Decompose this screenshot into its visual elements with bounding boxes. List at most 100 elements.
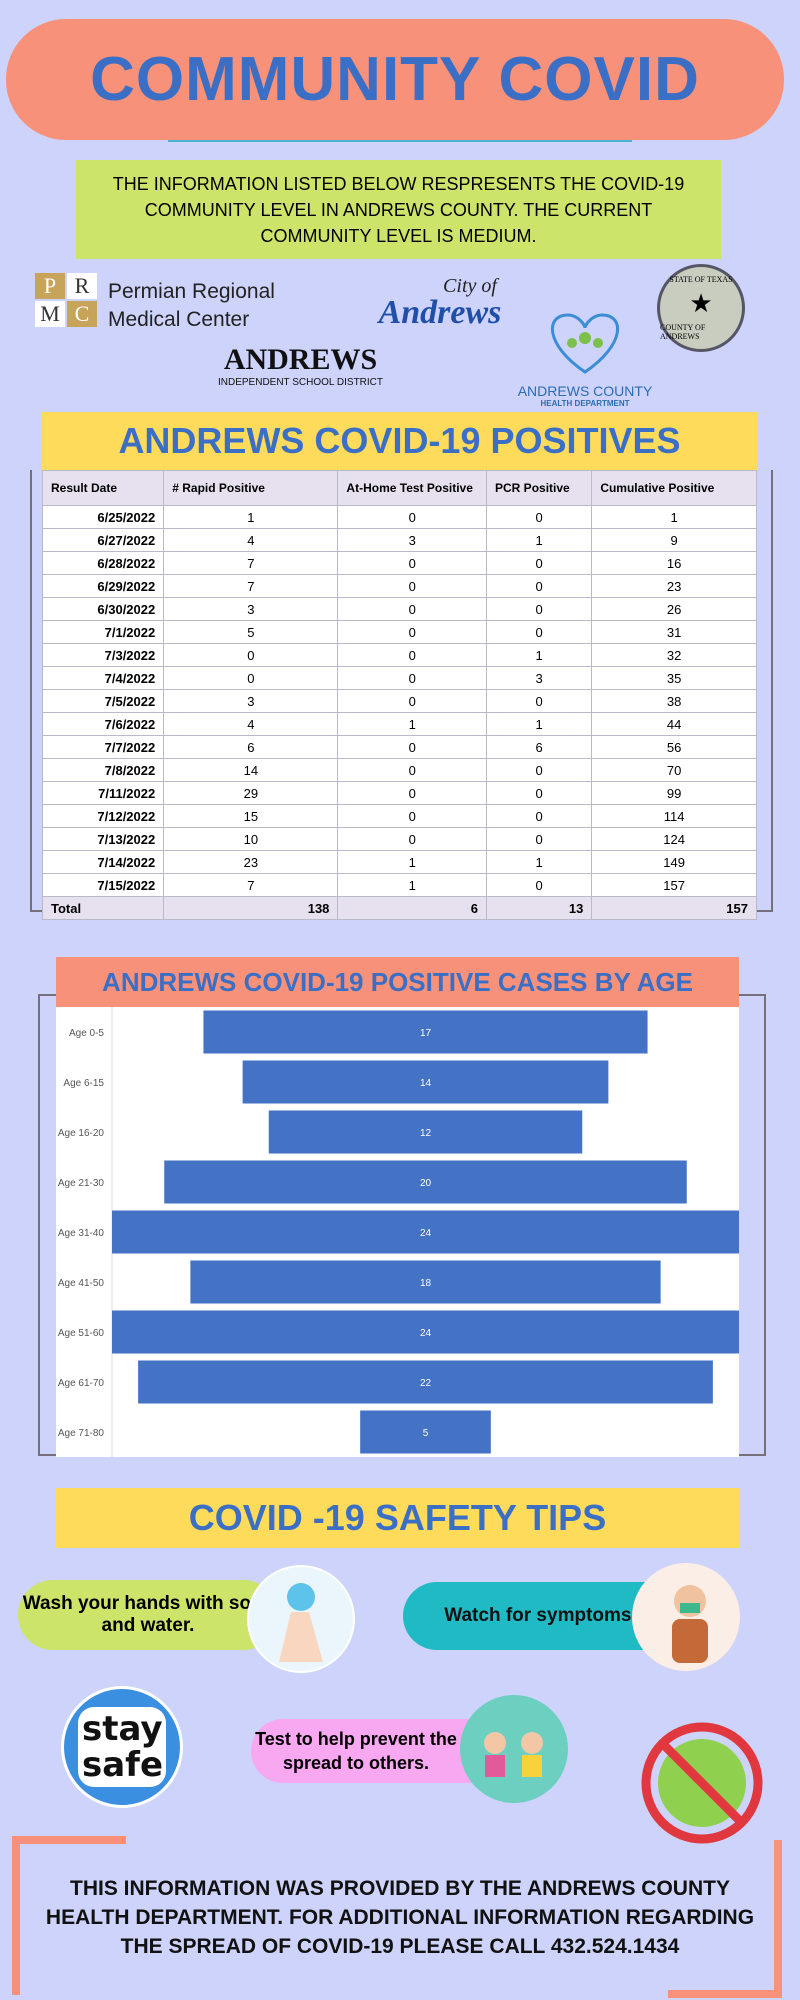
data-row: 7/12/2022 15 0 0 114 (41, 804, 757, 828)
header-row: Result Date # Rapid Positive At-Home Test … (41, 470, 757, 506)
number-cell: 0 (486, 597, 593, 621)
value-label: 17 (420, 1028, 432, 1039)
seal-logo: STATE OF TEXAS ★ COUNTY OF ANDREWS (657, 264, 745, 352)
number-cell: 4 (163, 712, 339, 736)
data-row: 7/6/2022 4 1 1 44 (41, 712, 757, 736)
date-cell: 7/4/2022 (41, 666, 165, 690)
category-label: Age 0-5 (69, 1028, 104, 1039)
number-cell: 0 (486, 758, 593, 782)
date-cell: 7/7/2022 (41, 735, 165, 759)
number-cell: 29 (163, 781, 339, 805)
prmc-logo: P R M C (35, 273, 97, 327)
number-cell: 0 (337, 689, 488, 713)
data-row: 6/25/2022 1 0 0 1 (41, 505, 757, 529)
number-cell: 0 (486, 873, 593, 897)
category-label: Age 6-15 (63, 1078, 104, 1089)
title: COMMUNITY COVID UPDATE (6, 19, 784, 235)
footer: THIS INFORMATION WAS PROVIDED BY THE AND… (45, 1877, 755, 1958)
number-cell: 0 (486, 620, 593, 644)
number-cell: 4 (163, 528, 339, 552)
number-cell: 16 (591, 551, 757, 575)
number-cell: 23 (591, 574, 757, 598)
logo-text: STATE OF TEXAS (669, 275, 733, 284)
data-row: 7/8/2022 14 0 0 70 (41, 758, 757, 782)
category-label: Age 31-40 (58, 1228, 105, 1239)
number-cell: 0 (486, 804, 593, 828)
no-virus-icon (641, 1722, 763, 1844)
number-cell: 157 (591, 873, 757, 897)
number-cell: 99 (591, 781, 757, 805)
age-chart: Age 0-5 17 Age 6-15 14 Age 16-20 12 Age 21-30 2… (56, 1007, 739, 1457)
number-cell: 1 (337, 850, 488, 874)
column-header: At-Home Test Positive (337, 470, 488, 506)
category-label: Age 41-50 (58, 1278, 105, 1289)
category-label: Age 21-30 (58, 1178, 105, 1189)
category-label: Age 61-70 (58, 1378, 105, 1389)
date-cell: 6/27/2022 (41, 528, 165, 552)
bar (138, 1360, 713, 1404)
value-label: 20 (420, 1178, 432, 1189)
date-cell: 7/3/2022 (41, 643, 165, 667)
value-label: 12 (420, 1128, 432, 1139)
data-row: 6/27/2022 4 3 1 9 (41, 528, 757, 552)
bar (360, 1410, 491, 1454)
column-header: # Rapid Positive (163, 470, 339, 506)
logo-text: ANDREWS (223, 343, 378, 376)
heart-icon (550, 313, 620, 374)
number-cell: 1 (591, 505, 757, 529)
logo-letter: M (35, 301, 65, 327)
number-cell: 0 (337, 620, 488, 644)
bar (190, 1260, 661, 1304)
table-title: ANDREWS COVID-19 POSITIVES (42, 412, 757, 470)
column-header: Result Date (41, 470, 165, 506)
date-cell: 7/13/2022 (41, 827, 165, 851)
number-cell: 0 (486, 574, 593, 598)
number-cell: 5 (163, 620, 339, 644)
number-cell: 0 (337, 551, 488, 575)
value-label: 22 (420, 1378, 432, 1389)
number-cell: 38 (591, 689, 757, 713)
number-cell: 1 (486, 850, 593, 874)
bar (203, 1010, 648, 1054)
data-row: 7/13/2022 10 0 0 124 (41, 827, 757, 851)
number-cell: 1 (163, 505, 339, 529)
number-cell: 0 (163, 643, 339, 667)
number-cell: 0 (337, 643, 488, 667)
category-label: Age 71-80 (58, 1428, 105, 1439)
number-cell: 149 (591, 850, 757, 874)
value-label: 14 (420, 1078, 432, 1089)
number-cell: 15 (163, 804, 339, 828)
data-row: 6/28/2022 7 0 0 16 (41, 551, 757, 575)
logo-letter: R (67, 273, 97, 299)
table-wrap: Result Date # Rapid Positive At-Home Test … (41, 470, 757, 920)
total-label: Total (41, 896, 165, 920)
number-cell: 9 (591, 528, 757, 552)
data-row: 7/4/2022 0 0 3 35 (41, 666, 757, 690)
data-row: 7/1/2022 5 0 0 31 (41, 620, 757, 644)
stay-safe-sticker: stay safe (61, 1686, 183, 1808)
number-cell: 0 (337, 574, 488, 598)
date-cell: 7/15/2022 (41, 873, 165, 897)
watch-icon (632, 1563, 740, 1671)
data-row: 7/14/2022 23 1 1 149 (41, 850, 757, 874)
number-cell: 0 (337, 827, 488, 851)
number-cell: 3 (337, 528, 488, 552)
number-cell: 0 (486, 827, 593, 851)
number-cell: 0 (486, 551, 593, 575)
data-row: 6/30/2022 3 0 0 26 (41, 597, 757, 621)
value-label: 24 (420, 1228, 432, 1239)
number-cell: 7 (163, 873, 339, 897)
total-row: Total 138 6 13 157 (41, 896, 757, 920)
bar (268, 1110, 583, 1154)
number-cell: 1 (337, 712, 488, 736)
number-cell: 0 (337, 666, 488, 690)
number-cell: 0 (486, 689, 593, 713)
number-cell: 32 (591, 643, 757, 667)
data-row: 7/5/2022 3 0 0 38 (41, 689, 757, 713)
date-cell: 7/5/2022 (41, 689, 165, 713)
number-cell: 3 (163, 597, 339, 621)
number-cell: 10 (163, 827, 339, 851)
number-cell: 124 (591, 827, 757, 851)
logo-text: ANDREWS COUNTY (517, 383, 653, 399)
